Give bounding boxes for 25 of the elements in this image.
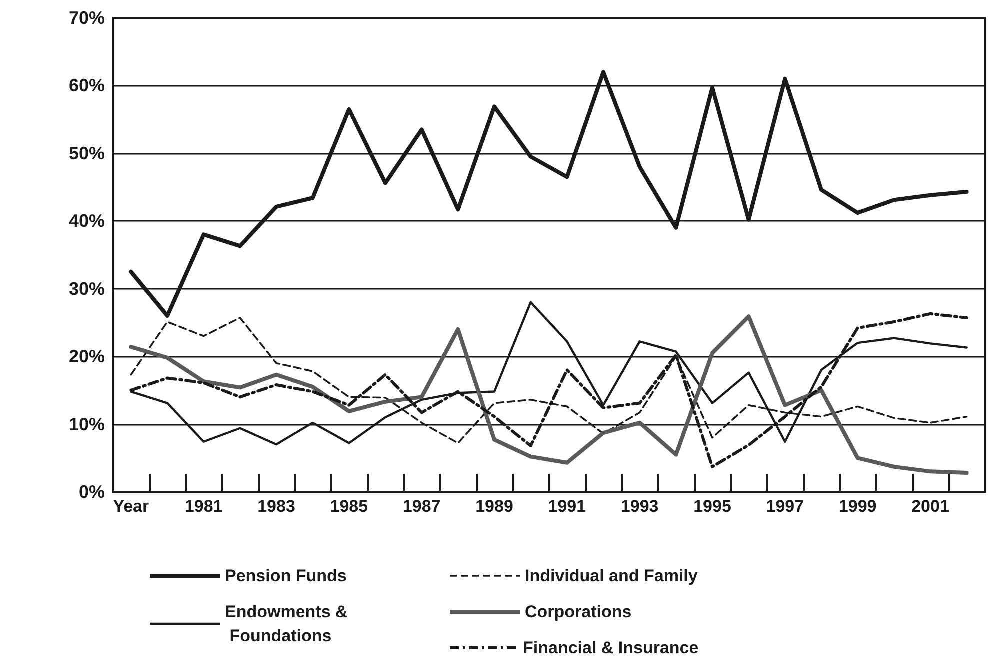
x-tick-label: 1997: [766, 497, 804, 516]
x-tick-label: 1989: [476, 497, 514, 516]
y-tick-label: 70%: [68, 8, 105, 28]
x-tick-label: 1985: [330, 497, 368, 516]
x-tick-label: 2001: [912, 497, 950, 516]
y-tick-label: 20%: [68, 346, 105, 367]
x-tick-label: 1987: [402, 497, 441, 516]
x-tick-label: 1999: [838, 497, 877, 516]
legend-label: Financial & Insurance: [523, 638, 699, 658]
legend-label: Endowments & Foundations: [225, 602, 348, 646]
y-tick-label: 30%: [68, 278, 105, 299]
legend-label: Pension Funds: [225, 566, 347, 586]
x-tick-label: Year: [113, 497, 150, 516]
legend-label: Corporations: [525, 602, 632, 622]
y-tick-label: 10%: [68, 414, 105, 434]
x-tick-label: 1981: [184, 497, 223, 516]
y-tick-label: 0%: [78, 482, 105, 502]
legend-label: Individual and Family: [525, 566, 698, 586]
x-tick-label: 1993: [620, 497, 659, 516]
x-tick-label: 1983: [258, 497, 296, 516]
y-tick-label: 50%: [68, 143, 105, 164]
x-tick-label: 1991: [548, 497, 586, 516]
x-tick-label: 1995: [694, 497, 732, 516]
y-tick-label: 40%: [68, 211, 105, 232]
y-tick-label: 60%: [68, 76, 105, 96]
